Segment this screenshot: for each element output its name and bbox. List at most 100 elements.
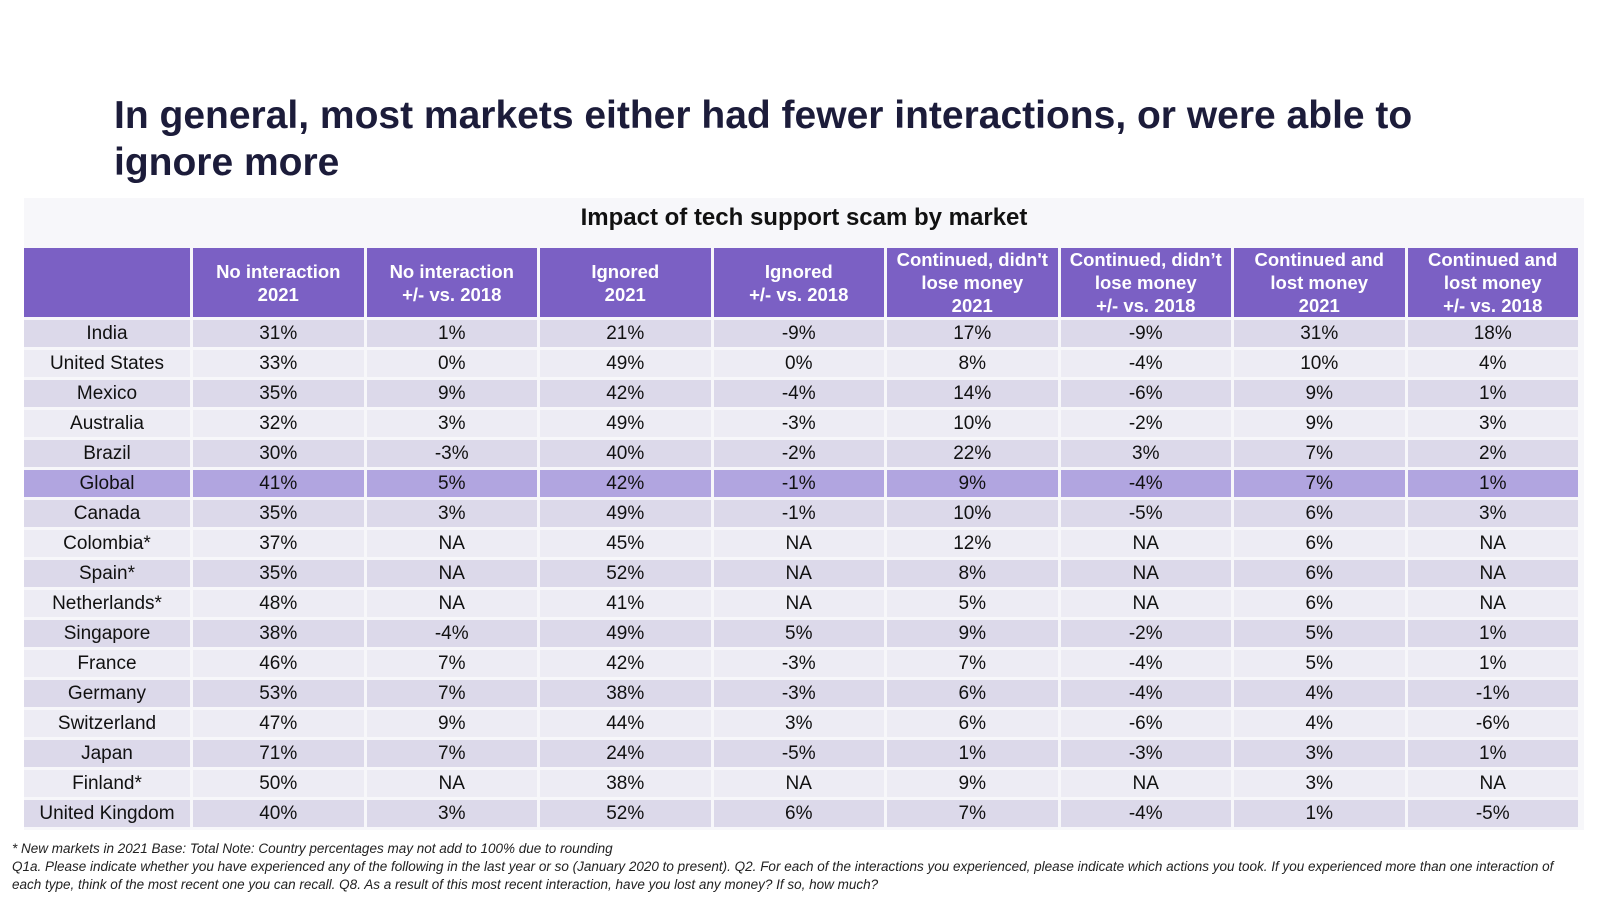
column-header-2: No interaction +/- vs. 2018 <box>366 248 537 317</box>
value-cell: 1% <box>366 320 537 347</box>
value-cell: 10% <box>1234 350 1405 377</box>
table-panel: Impact of tech support scam by market No… <box>24 198 1584 830</box>
value-cell: NA <box>366 530 537 557</box>
value-cell: -3% <box>366 440 537 467</box>
value-cell: 42% <box>540 380 711 407</box>
value-cell: -9% <box>1060 320 1231 347</box>
value-cell: -5% <box>1407 800 1578 827</box>
value-cell: 9% <box>887 470 1058 497</box>
value-cell: -4% <box>713 380 884 407</box>
value-cell: -2% <box>1060 620 1231 647</box>
value-cell: 14% <box>887 380 1058 407</box>
value-cell: NA <box>713 530 884 557</box>
value-cell: 3% <box>366 500 537 527</box>
value-cell: 3% <box>366 410 537 437</box>
value-cell: -1% <box>1407 680 1578 707</box>
table-row: India 31% 1% 21% -9% 17% -9% 31% 18% <box>24 320 1578 347</box>
value-cell: 7% <box>887 800 1058 827</box>
value-cell: 49% <box>540 500 711 527</box>
value-cell: 1% <box>1407 650 1578 677</box>
value-cell: 52% <box>540 560 711 587</box>
value-cell: 6% <box>887 680 1058 707</box>
value-cell: 4% <box>1407 350 1578 377</box>
table-row: France 46% 7% 42% -3% 7% -4% 5% 1% <box>24 650 1578 677</box>
value-cell: 3% <box>1407 500 1578 527</box>
market-name-cell: Finland* <box>24 770 190 797</box>
value-cell: 52% <box>540 800 711 827</box>
market-name-cell: France <box>24 650 190 677</box>
value-cell: 49% <box>540 350 711 377</box>
header-corner-cell <box>24 248 190 317</box>
column-header-5: Continued, didn't lose money 2021 <box>887 248 1058 317</box>
value-cell: 5% <box>1234 650 1405 677</box>
footnote-line-2: Q1a. Please indicate whether you have ex… <box>12 859 1554 892</box>
table-row: Brazil 30% -3% 40% -2% 22% 3% 7% 2% <box>24 440 1578 467</box>
value-cell: 1% <box>1407 620 1578 647</box>
table-header-row: No interaction 2021 No interaction +/- vs. … <box>24 248 1578 317</box>
value-cell: 1% <box>1407 380 1578 407</box>
value-cell: NA <box>713 560 884 587</box>
market-name-cell: United States <box>24 350 190 377</box>
value-cell: 40% <box>540 440 711 467</box>
value-cell: 21% <box>540 320 711 347</box>
value-cell: 33% <box>193 350 364 377</box>
value-cell: 7% <box>1234 440 1405 467</box>
value-cell: 38% <box>540 770 711 797</box>
value-cell: 42% <box>540 470 711 497</box>
value-cell: 35% <box>193 560 364 587</box>
value-cell: -5% <box>713 740 884 767</box>
value-cell: -4% <box>1060 800 1231 827</box>
value-cell: 0% <box>366 350 537 377</box>
value-cell: NA <box>1407 560 1578 587</box>
footnote: * New markets in 2021 Base: Total Note: … <box>12 840 1582 894</box>
value-cell: NA <box>1060 530 1231 557</box>
market-name-cell: Colombia* <box>24 530 190 557</box>
table-title: Impact of tech support scam by market <box>580 204 1028 231</box>
value-cell: 42% <box>540 650 711 677</box>
table-row: Germany 53% 7% 38% -3% 6% -4% 4% -1% <box>24 680 1578 707</box>
market-name-cell: Australia <box>24 410 190 437</box>
value-cell: 5% <box>1234 620 1405 647</box>
table-row: Finland* 50% NA 38% NA 9% NA 3% NA <box>24 770 1578 797</box>
value-cell: -4% <box>1060 650 1231 677</box>
value-cell: 1% <box>1407 470 1578 497</box>
value-cell: 37% <box>193 530 364 557</box>
market-name-cell: Germany <box>24 680 190 707</box>
table-row: Spain* 35% NA 52% NA 8% NA 6% NA <box>24 560 1578 587</box>
value-cell: 10% <box>887 410 1058 437</box>
value-cell: 3% <box>1234 770 1405 797</box>
value-cell: -4% <box>1060 350 1231 377</box>
value-cell: NA <box>1060 590 1231 617</box>
column-header-6: Continued, didn’t lose money +/- vs. 2018 <box>1060 248 1231 317</box>
market-name-cell: Brazil <box>24 440 190 467</box>
value-cell: 12% <box>887 530 1058 557</box>
value-cell: 4% <box>1234 680 1405 707</box>
value-cell: -2% <box>713 440 884 467</box>
value-cell: 32% <box>193 410 364 437</box>
value-cell: 38% <box>193 620 364 647</box>
market-name-cell: India <box>24 320 190 347</box>
table-row: Japan 71% 7% 24% -5% 1% -3% 3% 1% <box>24 740 1578 767</box>
value-cell: 7% <box>1234 470 1405 497</box>
value-cell: 9% <box>887 620 1058 647</box>
value-cell: 41% <box>193 470 364 497</box>
value-cell: -2% <box>1060 410 1231 437</box>
value-cell: 48% <box>193 590 364 617</box>
value-cell: 30% <box>193 440 364 467</box>
footnote-line-1: * New markets in 2021 Base: Total Note: … <box>12 841 613 856</box>
table-row: Singapore 38% -4% 49% 5% 9% -2% 5% 1% <box>24 620 1578 647</box>
value-cell: 9% <box>1234 410 1405 437</box>
value-cell: 17% <box>887 320 1058 347</box>
value-cell: 1% <box>1234 800 1405 827</box>
value-cell: 45% <box>540 530 711 557</box>
value-cell: 50% <box>193 770 364 797</box>
value-cell: 38% <box>540 680 711 707</box>
value-cell: 6% <box>1234 590 1405 617</box>
value-cell: 5% <box>887 590 1058 617</box>
value-cell: -3% <box>713 650 884 677</box>
value-cell: 8% <box>887 560 1058 587</box>
value-cell: 10% <box>887 500 1058 527</box>
table-row: United Kingdom 40% 3% 52% 6% 7% -4% 1% -5% <box>24 800 1578 827</box>
table-row: United States 33% 0% 49% 0% 8% -4% 10% 4% <box>24 350 1578 377</box>
column-header-7: Continued and lost money 2021 <box>1234 248 1405 317</box>
